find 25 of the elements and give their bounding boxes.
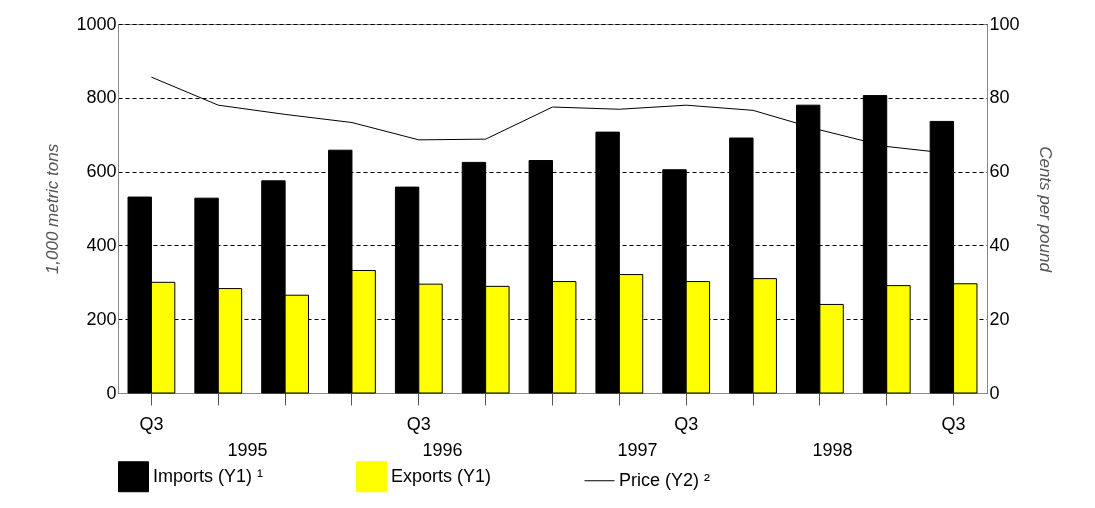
text: 1997 (617, 440, 658, 461)
y2-axis-title: Cents per pound (1035, 146, 1055, 273)
legend-label: Price (Y2) ² (619, 469, 711, 490)
legend-label: Imports (Y1) ¹ (153, 465, 264, 486)
y2-tick-label: 60 (989, 161, 1010, 182)
y2-tick-label: 0 (989, 382, 1000, 403)
y2-tick-label: 100 (989, 13, 1020, 34)
y-tick-label: 600 (86, 161, 117, 182)
y-tick-label: 1000 (76, 13, 117, 34)
legend-label: Exports (Y1) (391, 465, 492, 486)
y2-tick-label: 20 (989, 308, 1010, 329)
y-axis-title: 1,000 metric tons (43, 143, 63, 275)
x-tick-label: Q3 (941, 413, 966, 434)
x-tick-label: Q3 (674, 413, 699, 434)
y2-tick-label: 80 (989, 87, 1010, 108)
x-tick-label: Q3 (139, 413, 164, 434)
y-tick-label: 400 (86, 234, 117, 255)
x-tick-label: Q3 (406, 413, 431, 434)
text: 1995 (227, 440, 268, 461)
text: 1998 (812, 440, 853, 461)
y2-tick-label: 40 (989, 234, 1010, 255)
y-tick-label: 200 (86, 308, 117, 329)
y-tick-label: 800 (86, 87, 117, 108)
y-tick-label: 0 (106, 382, 117, 403)
text: 1996 (422, 440, 463, 461)
